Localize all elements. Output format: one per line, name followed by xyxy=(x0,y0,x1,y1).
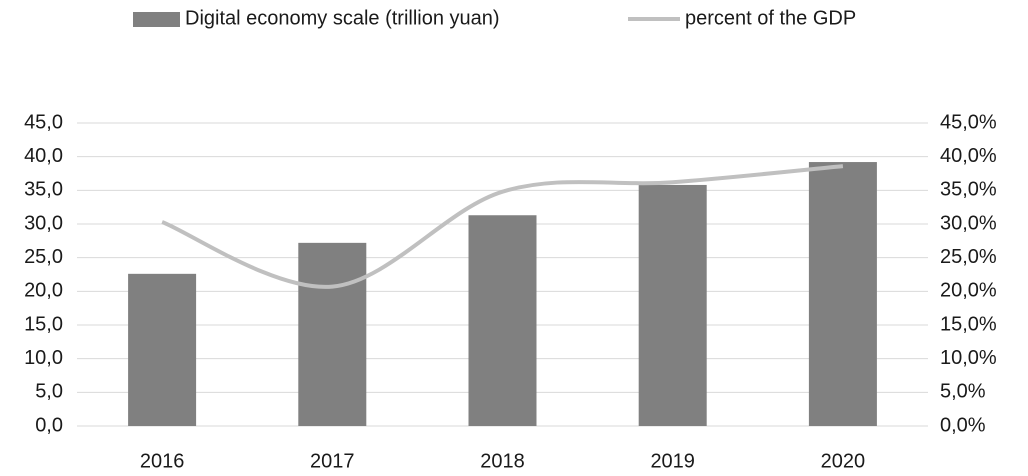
x-tick-label: 2020 xyxy=(821,450,866,472)
bar xyxy=(808,162,877,426)
y-tick-label: 15,0 xyxy=(24,313,63,335)
y-tick-label: 35,0 xyxy=(24,179,63,201)
y2-tick-label: 30,0% xyxy=(940,212,997,234)
y-tick-label: 30,0 xyxy=(24,212,63,234)
y-tick-label: 45,0 xyxy=(24,111,63,133)
x-tick-label: 2017 xyxy=(310,450,355,472)
y-tick-label: 5,0 xyxy=(35,381,63,403)
x-tick-label: 2019 xyxy=(650,450,695,472)
y-tick-label: 40,0 xyxy=(24,145,63,167)
y-tick-label: 25,0 xyxy=(24,246,63,268)
y2-tick-label: 45,0% xyxy=(940,111,997,133)
x-tick-label: 2016 xyxy=(140,450,185,472)
legend-label: Digital economy scale (trillion yuan) xyxy=(185,7,500,29)
y2-tick-label: 15,0% xyxy=(940,313,997,335)
bar xyxy=(298,242,367,426)
bar xyxy=(468,215,537,426)
y-tick-label: 0,0 xyxy=(35,414,63,436)
bar xyxy=(128,273,197,426)
x-tick-label: 2018 xyxy=(480,450,525,472)
bar xyxy=(638,184,707,426)
y-tick-label: 10,0 xyxy=(24,347,63,369)
y2-tick-label: 5,0% xyxy=(940,381,986,403)
y-tick-label: 20,0 xyxy=(24,280,63,302)
y2-tick-label: 20,0% xyxy=(940,280,997,302)
legend-label: percent of the GDP xyxy=(685,7,856,29)
y2-tick-label: 10,0% xyxy=(940,347,997,369)
y2-tick-label: 35,0% xyxy=(940,179,997,201)
y2-tick-label: 25,0% xyxy=(940,246,997,268)
y2-tick-label: 40,0% xyxy=(940,145,997,167)
line-series xyxy=(161,164,844,289)
legend-swatch xyxy=(133,12,180,27)
y2-tick-label: 0,0% xyxy=(940,414,986,436)
